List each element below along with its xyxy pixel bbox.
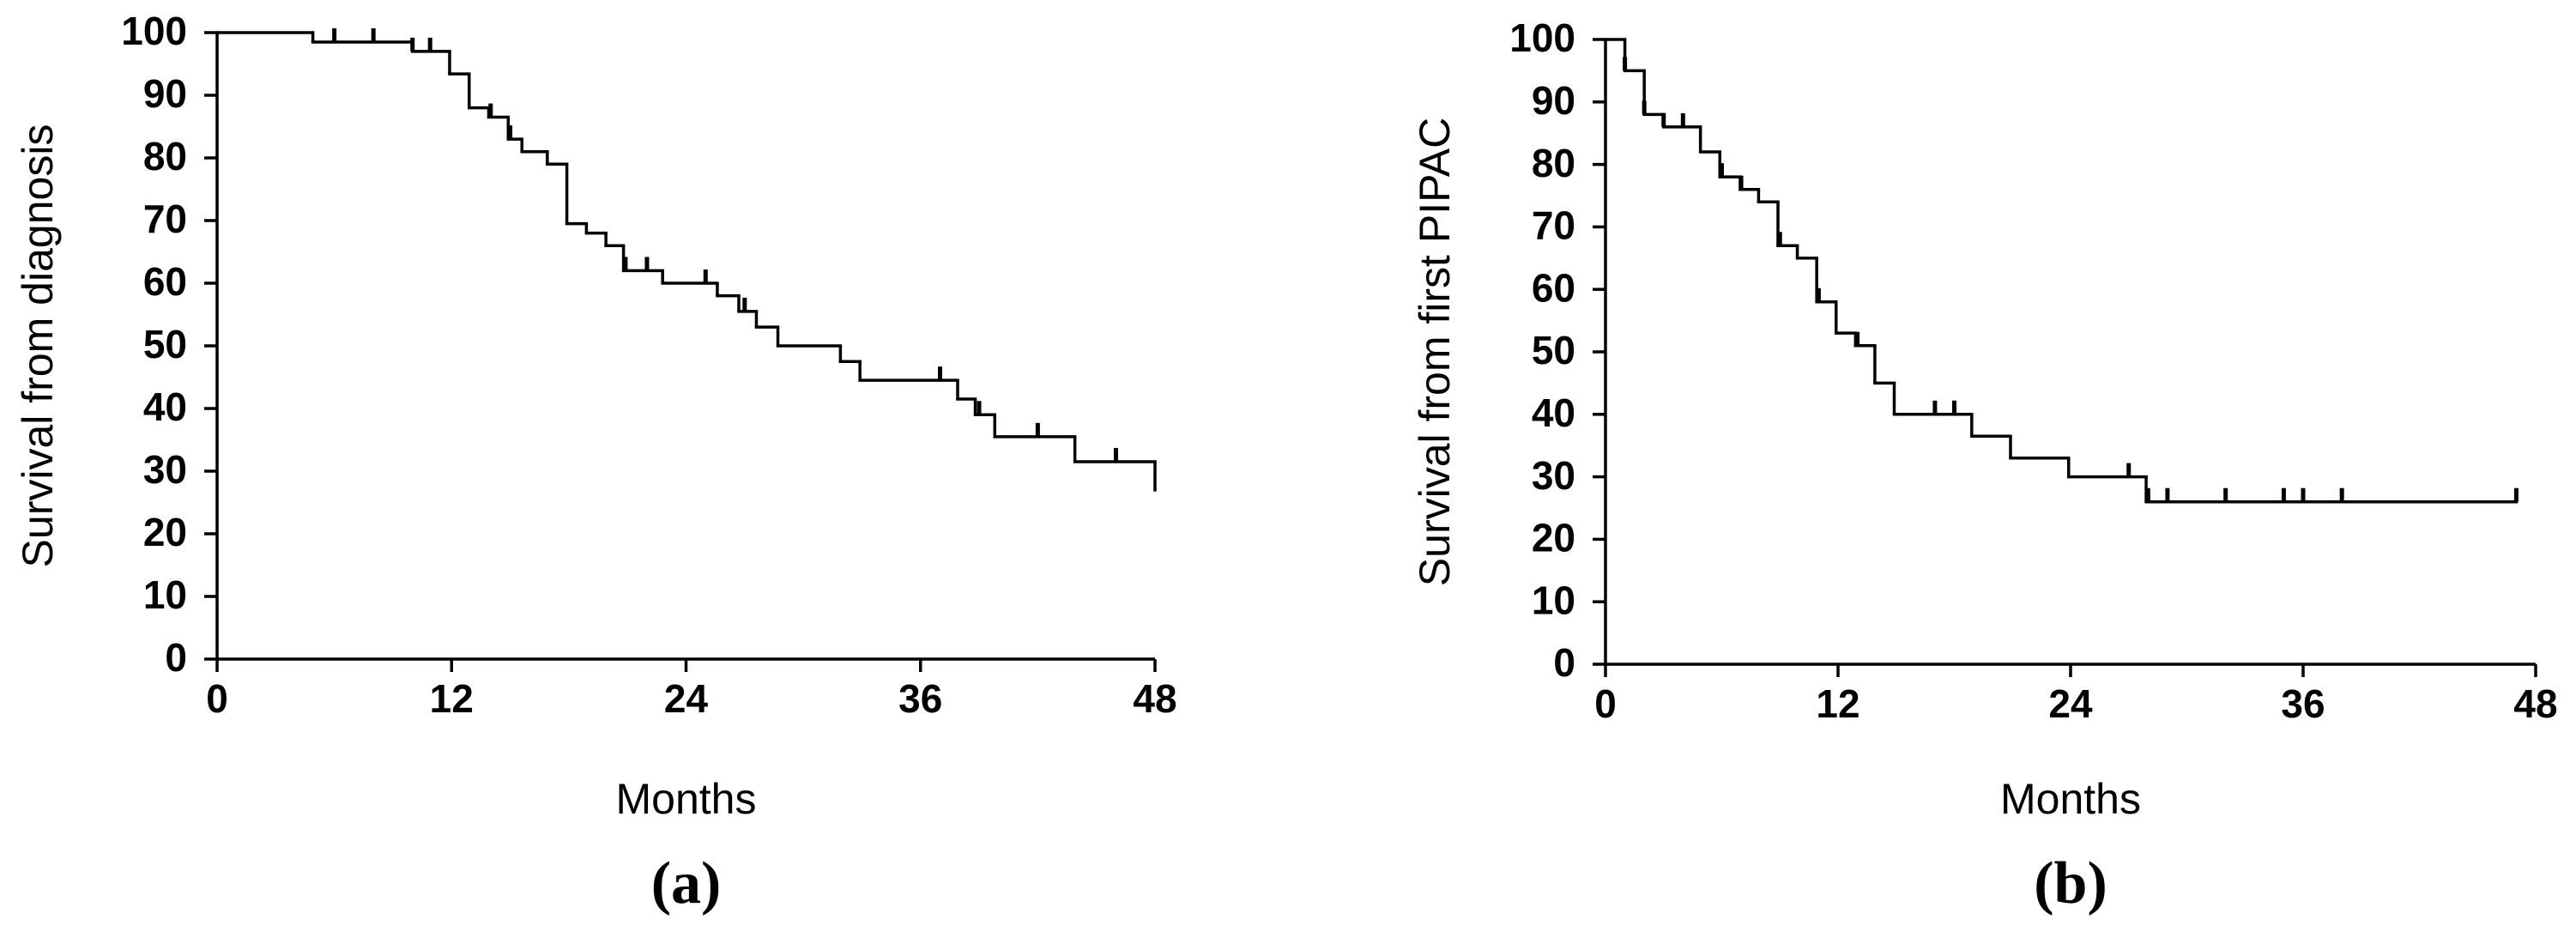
y-tick-label: 60 xyxy=(1532,265,1575,310)
x-tick-label: 0 xyxy=(1594,681,1617,726)
y-tick-label: 10 xyxy=(143,572,187,617)
y-tick-label: 40 xyxy=(143,384,187,429)
x-tick-label: 12 xyxy=(1816,681,1859,726)
y-tick-label: 0 xyxy=(165,635,187,680)
y-tick-label: 20 xyxy=(1532,516,1575,560)
y-tick-label: 90 xyxy=(143,71,187,116)
y-tick-label: 30 xyxy=(143,447,187,492)
y-tick-label: 80 xyxy=(1532,141,1575,185)
x-tick-label: 48 xyxy=(1133,676,1176,721)
x-axis-title: Months xyxy=(2000,775,2141,823)
y-tick-label: 100 xyxy=(121,9,187,53)
x-tick-label: 36 xyxy=(2281,681,2325,726)
y-tick-label: 40 xyxy=(1532,390,1575,435)
panel-caption: (a) xyxy=(651,850,722,917)
y-tick-label: 50 xyxy=(143,322,187,366)
x-tick-label: 24 xyxy=(2048,681,2093,726)
x-tick-label: 12 xyxy=(430,676,474,721)
x-tick-label: 0 xyxy=(206,676,228,721)
y-tick-label: 90 xyxy=(1532,78,1575,123)
y-tick-label: 30 xyxy=(1532,453,1575,498)
y-tick-label: 60 xyxy=(143,259,187,304)
y-tick-label: 10 xyxy=(1532,578,1575,622)
x-axis-title: Months xyxy=(616,775,757,823)
y-tick-label: 50 xyxy=(1532,328,1575,372)
y-axis-title: Survival from diagnosis xyxy=(14,124,62,568)
y-tick-label: 70 xyxy=(143,197,187,241)
y-tick-label: 0 xyxy=(1553,640,1575,685)
y-tick-label: 100 xyxy=(1509,15,1575,60)
x-tick-label: 24 xyxy=(664,676,709,721)
x-tick-label: 36 xyxy=(898,676,942,721)
y-axis-title: Survival from first PIPAC xyxy=(1411,118,1459,586)
y-tick-label: 80 xyxy=(143,134,187,179)
panel-caption: (b) xyxy=(2034,850,2107,917)
y-tick-label: 20 xyxy=(143,510,187,554)
y-tick-label: 70 xyxy=(1532,203,1575,248)
x-tick-label: 48 xyxy=(2513,681,2557,726)
